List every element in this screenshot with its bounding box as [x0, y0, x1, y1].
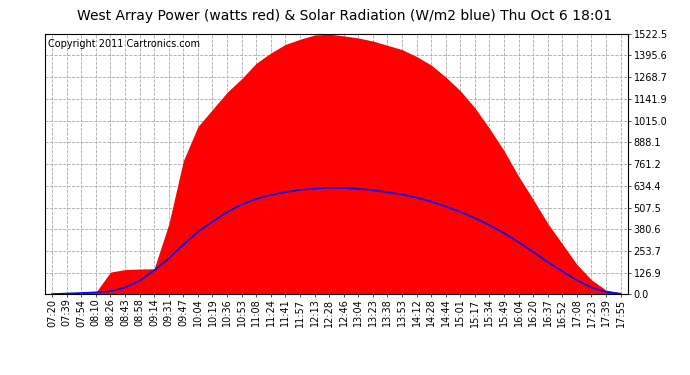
Text: Copyright 2011 Cartronics.com: Copyright 2011 Cartronics.com — [48, 39, 200, 49]
Text: West Array Power (watts red) & Solar Radiation (W/m2 blue) Thu Oct 6 18:01: West Array Power (watts red) & Solar Rad… — [77, 9, 613, 23]
